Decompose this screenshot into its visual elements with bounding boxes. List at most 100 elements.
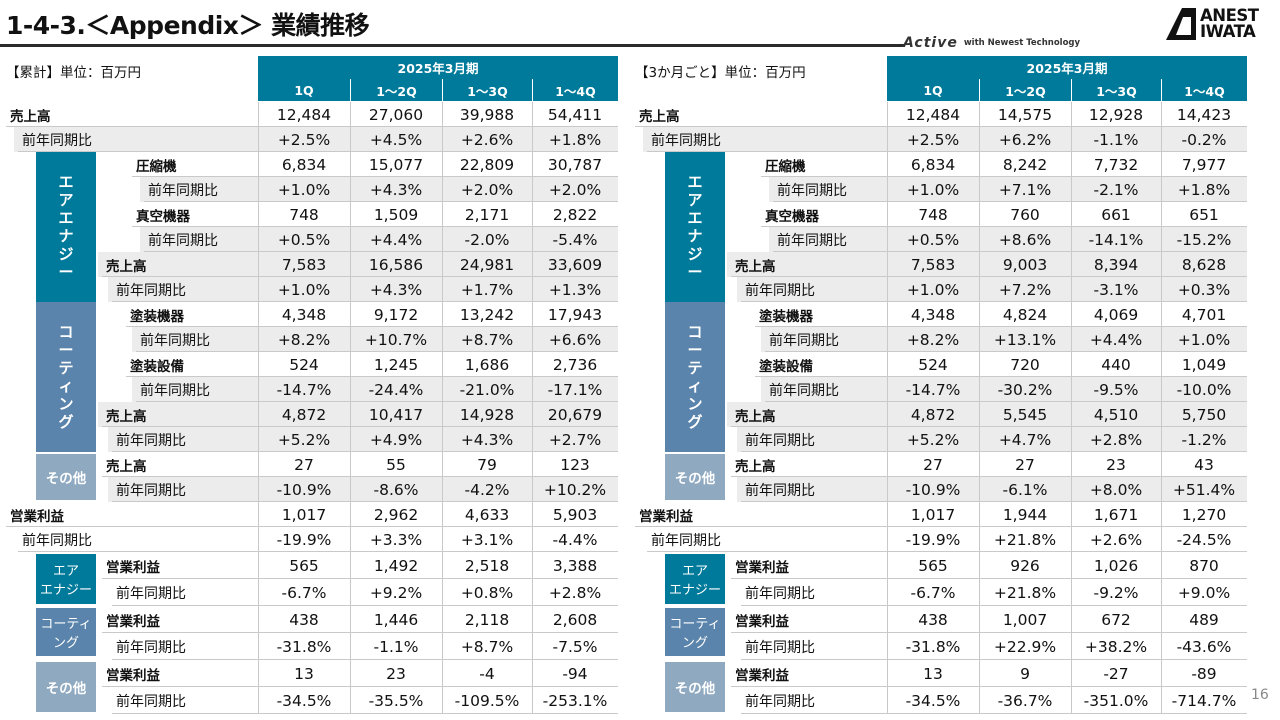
data-cell: +4.3% [460,430,514,449]
data-cell: -8.6% [373,480,419,499]
data-cell: +10.2% [543,480,607,499]
row-divider [731,578,1247,579]
data-cell: -30.2% [997,380,1053,399]
category-op-other: その他 [665,662,725,712]
row-label: 売上高 [106,458,147,475]
data-cell: 1,245 [373,355,419,374]
row-label: 売上高 [10,108,51,125]
row-divider [761,176,1247,177]
category-char: ー [687,341,703,359]
data-cell: 4,348 [910,305,956,324]
col-divider [350,102,351,714]
row-label: 真空機器 [765,208,819,225]
data-cell: 4,872 [281,405,327,424]
row-label: 塗装機器 [130,308,184,325]
data-cell: 9 [1020,664,1030,683]
row-divider [144,201,618,202]
row-divider [102,426,618,427]
data-cell: -34.5% [905,691,961,710]
row-band [108,427,618,452]
row-label: 前年同期比 [140,332,210,349]
data-cell: 14,423 [1176,105,1232,124]
quarter-header: 1～3Q [442,79,532,101]
data-cell: +2.0% [548,180,602,199]
category-line: コーティ [40,617,92,632]
data-cell: -14.7% [276,380,332,399]
row-divider [112,451,618,452]
data-cell: 22,809 [459,155,515,174]
data-cell: 10,417 [368,405,424,424]
row-label: 圧縮機 [136,158,177,175]
data-cell: 5,903 [552,505,598,524]
data-cell: 2,736 [552,355,598,374]
data-cell: +8.7% [460,330,514,349]
data-cell: 748 [918,205,948,224]
category-line: ング [681,636,708,651]
data-cell: 9,003 [1002,255,1048,274]
data-cell: 14,575 [997,105,1053,124]
data-cell: 8,394 [1093,255,1139,274]
category-char: ー [687,263,703,281]
category-char: ジ [687,245,703,263]
data-cell: -15.2% [1176,230,1232,249]
data-cell: 8,242 [1002,155,1048,174]
data-cell: 1,446 [373,610,419,629]
data-cell: 4,633 [464,505,510,524]
row-label: 前年同期比 [140,382,210,399]
row-label: 営業利益 [639,508,693,525]
category-line: エナジー [668,583,721,598]
data-cell: 1,671 [1093,505,1139,524]
data-cell: -6.1% [1002,480,1048,499]
row-label: 前年同期比 [777,182,847,199]
row-band [643,127,1247,152]
row-divider [731,426,1247,427]
row-label: 前年同期比 [777,232,847,249]
category-line: エア [52,564,79,579]
data-cell: 5,545 [1002,405,1048,424]
data-cell: 7,732 [1093,155,1139,174]
row-label: 前年同期比 [116,693,186,710]
data-cell: +4.7% [998,430,1052,449]
data-cell: 1,017 [281,505,327,524]
row-label: 営業利益 [106,667,160,684]
data-cell: 13 [294,664,314,683]
category-char: テ [687,359,703,377]
data-cell: 23 [386,664,406,683]
row-label: 前年同期比 [745,482,815,499]
data-cell: -351.0% [1083,691,1149,710]
row-divider [102,686,618,687]
row-label: 前年同期比 [148,232,218,249]
quarter-header: 1Q [258,79,350,101]
category-coating: コーティング [665,302,725,452]
data-cell: +6.2% [998,130,1052,149]
data-cell: +4.3% [369,180,423,199]
data-cell: +3.1% [460,530,514,549]
row-divider [102,276,618,277]
data-cell: +1.8% [548,130,602,149]
data-cell: +8.2% [906,330,960,349]
data-cell: +4.4% [1089,330,1143,349]
data-cell: +8.0% [1089,480,1143,499]
category-op-air-energy: エア エナジー [36,554,96,604]
row-divider [18,151,618,152]
row-divider [647,151,1247,152]
data-cell: +22.9% [993,637,1057,656]
row-label: 売上高 [735,458,776,475]
data-cell: +0.3% [1177,280,1231,299]
row-label: 前年同期比 [148,182,218,199]
row-label: 前年同期比 [116,432,186,449]
col-divider [442,102,443,714]
data-cell: 565 [289,556,319,575]
category-op-coating: コーティ ング [665,608,725,656]
data-cell: -9.2% [1093,583,1139,602]
category-char: コ [687,323,703,341]
row-label: 営業利益 [10,508,64,525]
row-label: 前年同期比 [745,585,815,602]
row-divider [136,401,618,402]
category-line: ング [52,636,79,651]
row-band [108,477,618,502]
category-line: エナジー [39,583,92,598]
data-cell: -19.9% [276,530,332,549]
category-op-other: その他 [36,662,96,712]
category-char: ジ [58,245,74,263]
